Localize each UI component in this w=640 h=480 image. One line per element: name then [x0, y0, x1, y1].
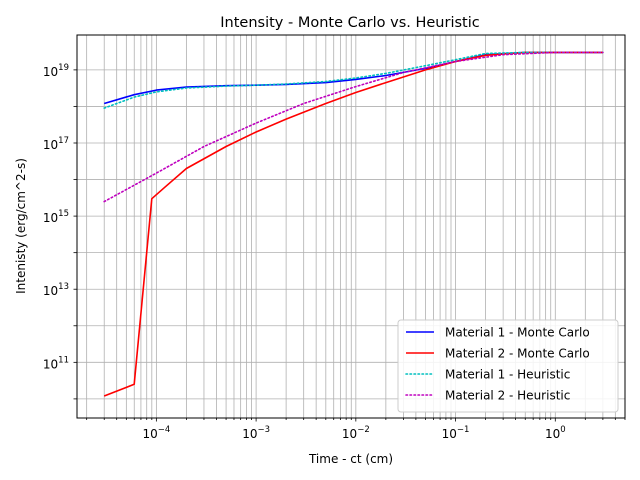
x-axis-title: Time - ct (cm) — [308, 452, 393, 466]
y-axis-ticks: 1011 1013 1015 1017 1019 — [43, 63, 77, 400]
series-lines — [103, 51, 604, 397]
series-line-3 — [103, 51, 604, 109]
legend-label: Material 1 - Monte Carlo — [445, 326, 590, 340]
y-tick-label: 1017 — [43, 136, 69, 152]
y-axis-title: Intenisty (erg/cm^2-s) — [14, 158, 28, 294]
x-tick-label: 100 — [545, 425, 566, 441]
legend: Material 1 - Monte Carlo Material 2 - Mon… — [397, 319, 619, 413]
x-axis-ticks: 10−4 10−3 10−2 10−1 100 — [86, 418, 626, 441]
x-tick-label: 10−4 — [142, 425, 170, 441]
chart-title: Intensity - Monte Carlo vs. Heuristic — [220, 15, 479, 31]
legend-box — [397, 319, 619, 413]
series-line-2 — [103, 51, 603, 397]
y-tick-label: 1015 — [43, 209, 69, 225]
y-tick-label: 1011 — [43, 355, 69, 371]
y-tick-label: 1013 — [43, 282, 69, 298]
y-tick-label: 1019 — [43, 63, 69, 79]
legend-label: Material 1 - Heuristic — [445, 368, 570, 382]
x-tick-label: 10−3 — [242, 425, 270, 441]
series-line-4 — [103, 51, 604, 203]
legend-label: Material 2 - Monte Carlo — [445, 347, 590, 361]
legend-label: Material 2 - Heuristic — [445, 389, 570, 403]
x-tick-label: 10−1 — [442, 425, 470, 441]
x-tick-label: 10−2 — [342, 425, 370, 441]
